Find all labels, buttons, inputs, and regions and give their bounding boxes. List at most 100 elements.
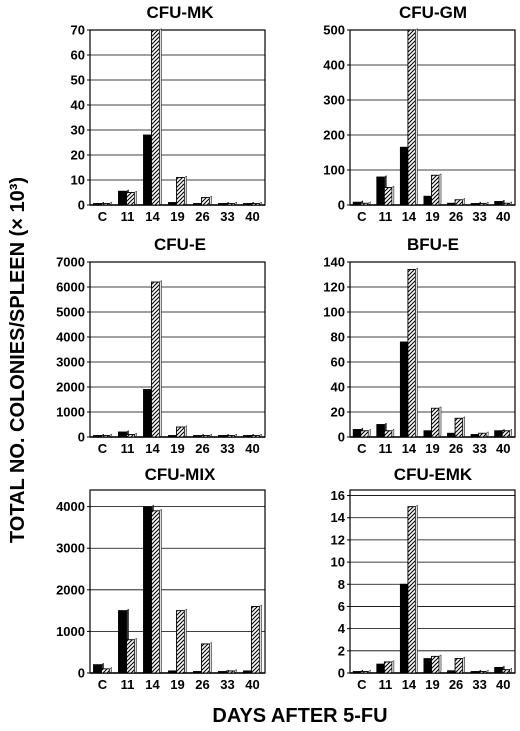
x-tick-label: 26 xyxy=(449,209,463,224)
y-tick-label: 8 xyxy=(338,577,345,592)
y-tick-label: 14 xyxy=(331,510,346,525)
y-tick-label: 200 xyxy=(323,128,345,143)
bar-40-series-0 xyxy=(243,435,252,438)
bar-33-series-0 xyxy=(470,434,480,438)
bar-19-series-1 xyxy=(176,177,185,206)
y-tick-label: 5000 xyxy=(56,305,85,320)
bar-side xyxy=(368,669,371,674)
x-tick-label: 14 xyxy=(145,209,160,224)
x-tick-label: 26 xyxy=(195,677,209,692)
y-tick-label: 120 xyxy=(323,280,345,295)
x-tick-label: 11 xyxy=(121,441,135,456)
bar-33-series-1 xyxy=(478,203,487,206)
y-tick-label: 10 xyxy=(331,555,345,570)
x-tick-label: 19 xyxy=(170,441,184,456)
panel-title: CFU-MIX xyxy=(145,465,216,484)
x-tick-label: C xyxy=(98,677,108,692)
bar-side xyxy=(485,431,489,438)
y-tick-label: 2 xyxy=(338,643,345,658)
plot-frame xyxy=(349,489,516,674)
bar-19-series-0 xyxy=(168,435,177,438)
bar-19-series-0 xyxy=(168,202,177,206)
y-tick-label: 60 xyxy=(71,48,85,63)
bar-26-series-1 xyxy=(201,643,210,674)
bar-C-series-1 xyxy=(360,430,369,438)
x-tick-label: 26 xyxy=(195,209,209,224)
bar-26-series-0 xyxy=(193,671,202,674)
bar-33-series-1 xyxy=(478,671,487,674)
x-tick-label: C xyxy=(98,441,108,456)
bar-side xyxy=(109,433,112,438)
y-tick-label: 20 xyxy=(331,405,345,420)
bar-side xyxy=(391,185,395,206)
x-tick-label: 11 xyxy=(378,209,392,224)
panel-title: CFU-EMK xyxy=(394,465,473,484)
bar-11-series-0 xyxy=(118,610,127,674)
bar-40-series-1 xyxy=(501,669,511,674)
bar-11-series-1 xyxy=(126,192,135,206)
x-tick-label: C xyxy=(98,209,108,224)
y-tick-label: 4 xyxy=(338,621,346,636)
panel-cfu-gm: CFU-GM 0 100 200 300 400 500 C 11 14 19 26 33 40 xyxy=(323,3,516,224)
bar-side xyxy=(209,641,212,674)
bar-40-series-0 xyxy=(243,203,252,206)
x-tick-label: 19 xyxy=(170,209,184,224)
y-tick-label: 140 xyxy=(323,255,345,270)
bar-C-series-1 xyxy=(101,668,110,674)
bar-C-series-0 xyxy=(93,203,102,206)
bar-side xyxy=(462,197,465,206)
bar-side xyxy=(462,416,465,438)
panel-title: BFU-E xyxy=(407,235,459,254)
bar-side xyxy=(184,425,187,438)
bar-side xyxy=(438,173,442,206)
x-tick-label: 33 xyxy=(472,209,486,224)
x-tick-label: 11 xyxy=(378,677,392,692)
y-tick-label: 70 xyxy=(71,23,85,38)
x-tick-label: 14 xyxy=(145,677,160,692)
x-tick-label: 40 xyxy=(245,677,259,692)
x-tick-label: 14 xyxy=(402,209,417,224)
bar-19-series-1 xyxy=(431,655,440,674)
bar-side xyxy=(184,608,187,674)
y-tick-label: 100 xyxy=(323,163,345,178)
bar-C-series-0 xyxy=(93,435,102,438)
bar-26-series-1 xyxy=(201,435,210,438)
bar-C-series-1 xyxy=(360,671,369,674)
y-tick-label: 3000 xyxy=(56,541,85,556)
panel-cfu-e: CFU-E 0 1000 2000 3000 4000 5000 6000 7000 C 11 14 1… xyxy=(56,235,266,456)
x-tick-label: 11 xyxy=(378,441,392,456)
bar-19-series-1 xyxy=(431,407,440,438)
y-tick-label: 500 xyxy=(323,23,345,38)
bar-side xyxy=(509,428,513,438)
bar-14-series-1 xyxy=(151,29,160,206)
bar-C-series-1 xyxy=(101,203,110,206)
bar-26-series-0 xyxy=(447,670,456,674)
x-tick-label: 19 xyxy=(425,441,439,456)
x-tick-label: C xyxy=(357,677,367,692)
y-tick-label: 0 xyxy=(338,198,345,213)
bar-14-series-0 xyxy=(143,389,152,438)
bar-side xyxy=(415,28,418,206)
plot-frame xyxy=(89,29,266,206)
bar-19-series-0 xyxy=(423,658,432,674)
bar-40-series-1 xyxy=(251,435,260,438)
panel-title: CFU-MK xyxy=(146,3,214,22)
bar-side xyxy=(259,433,262,438)
bar-19-series-0 xyxy=(423,430,432,438)
x-tick-label: 40 xyxy=(496,209,510,224)
bar-side xyxy=(259,604,262,674)
y-tick-label: 3000 xyxy=(56,355,85,370)
bar-side xyxy=(234,668,237,674)
bar-side xyxy=(368,428,371,438)
bar-40-series-0 xyxy=(494,667,503,674)
x-tick-label: 33 xyxy=(220,677,234,692)
bar-11-series-1 xyxy=(383,430,393,438)
bar-26-series-1 xyxy=(454,417,464,438)
bar-40-series-1 xyxy=(251,203,260,206)
x-tick-label: C xyxy=(357,441,367,456)
bar-14-series-0 xyxy=(399,146,409,206)
x-tick-label: 40 xyxy=(496,677,510,692)
bar-side xyxy=(159,508,162,674)
bar-19-series-1 xyxy=(176,426,185,438)
y-axis-label: TOTAL NO. COLONIES/SPLEEN (× 10³) xyxy=(7,177,29,543)
